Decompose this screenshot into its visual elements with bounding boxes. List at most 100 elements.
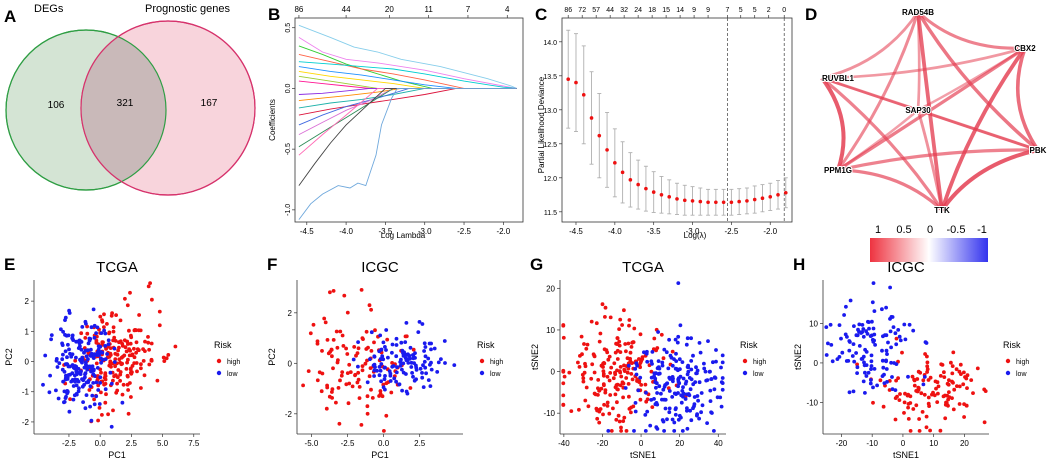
g-point-high	[630, 361, 634, 365]
f-point-high	[330, 387, 335, 392]
g-point-high	[619, 425, 623, 430]
f-point-low	[394, 336, 399, 341]
g-chart-title: TCGA	[622, 259, 664, 276]
e-point-low	[60, 357, 65, 362]
e-point-low	[92, 402, 97, 407]
g-point-high	[626, 382, 631, 386]
g-point-low	[684, 379, 689, 384]
h-point-low	[837, 323, 842, 327]
e-point-high	[85, 331, 90, 336]
h-point-high	[902, 400, 907, 405]
h-point-low	[893, 388, 898, 392]
g-x-tick-label: 20	[675, 439, 684, 448]
f-point-high	[359, 423, 364, 427]
b-top-tick-label: 4	[505, 5, 510, 14]
f-x-tick-label: -2.5	[341, 439, 355, 448]
h-point-high	[947, 390, 951, 394]
g-point-high	[638, 332, 643, 337]
f-point-low	[394, 343, 399, 347]
g-point-low	[685, 426, 690, 431]
c-deviance-point	[651, 190, 656, 194]
e-point-low	[66, 342, 70, 347]
c-deviance-point	[566, 77, 571, 81]
e-point-low	[80, 325, 85, 329]
g-point-high	[622, 308, 626, 313]
b-y-axis-label: Coefficients	[268, 99, 277, 141]
f-point-high	[339, 373, 344, 378]
f-point-high	[345, 352, 350, 356]
g-point-high	[649, 369, 654, 374]
h-point-low	[888, 285, 892, 290]
e-point-high	[142, 373, 147, 378]
f-y-tick-label: -2	[285, 410, 293, 419]
g-point-high	[561, 323, 566, 327]
g-point-low	[679, 393, 684, 398]
h-point-high	[922, 392, 927, 397]
g-y-tick-label: -10	[543, 409, 555, 418]
f-point-high	[356, 377, 361, 382]
e-point-low	[74, 355, 78, 360]
e-point-low	[112, 360, 117, 364]
h-point-high	[926, 378, 931, 382]
g-point-high	[615, 342, 620, 346]
h-point-low	[852, 324, 856, 328]
e-legend-label-high: high	[227, 359, 240, 366]
g-point-high	[598, 407, 603, 411]
g-point-high	[661, 356, 666, 361]
g-point-low	[684, 342, 689, 347]
f-point-high	[317, 370, 322, 375]
h-point-low	[860, 356, 865, 361]
h-point-high	[943, 416, 948, 421]
g-point-low	[685, 336, 690, 341]
f-point-high	[357, 396, 362, 400]
f-point-high	[340, 370, 345, 374]
h-point-high	[935, 400, 940, 404]
g-point-low	[675, 340, 680, 345]
e-point-high	[94, 338, 99, 343]
h-legend-label-high: high	[1016, 359, 1029, 366]
f-point-low	[372, 362, 377, 367]
h-x-tick-label: -20	[836, 439, 848, 448]
g-point-high	[659, 332, 664, 337]
e-legend-label-low: low	[227, 371, 238, 378]
h-point-low	[870, 319, 874, 324]
c-deviance-point	[589, 116, 594, 120]
panel-f-pca-icgc: F ICGC -5.0 -2.5 0.0 2.5 -2 0 2 PC1 PC2 Risk high low	[267, 255, 503, 460]
h-point-low	[824, 353, 829, 357]
g-y-tick-label: 10	[546, 326, 555, 335]
g-point-high	[592, 353, 597, 358]
f-point-low	[390, 364, 395, 369]
g-point-high	[561, 369, 566, 374]
g-point-high	[627, 323, 631, 328]
h-point-high	[947, 395, 952, 399]
e-point-low	[84, 380, 89, 385]
f-point-high	[324, 406, 329, 411]
c-deviance-point	[698, 199, 703, 204]
g-point-low	[680, 429, 685, 433]
e-point-high	[146, 284, 151, 289]
e-point-low	[83, 372, 87, 377]
g-point-low	[681, 385, 685, 390]
panel-letter-b: B	[268, 5, 280, 24]
f-point-high	[365, 394, 370, 399]
f-point-low	[384, 348, 388, 352]
c-deviance-point	[574, 80, 578, 85]
c-deviance-point	[745, 199, 749, 203]
c-deviance-point	[760, 196, 765, 200]
f-point-low	[387, 369, 392, 373]
g-point-low	[720, 381, 725, 385]
e-point-high	[129, 395, 133, 399]
f-point-high	[369, 349, 374, 353]
f-point-high	[320, 349, 324, 353]
f-point-low	[395, 365, 399, 370]
f-point-low	[383, 345, 387, 349]
e-point-high	[129, 353, 134, 358]
g-point-high	[629, 345, 634, 349]
e-point-high	[120, 392, 125, 397]
h-point-low	[891, 325, 896, 329]
e-point-high	[113, 364, 117, 369]
g-point-high	[618, 383, 623, 388]
e-point-low	[65, 355, 69, 360]
c-y-axis-label: Partial Likelihood Deviance	[537, 76, 546, 173]
f-point-low	[428, 384, 433, 388]
